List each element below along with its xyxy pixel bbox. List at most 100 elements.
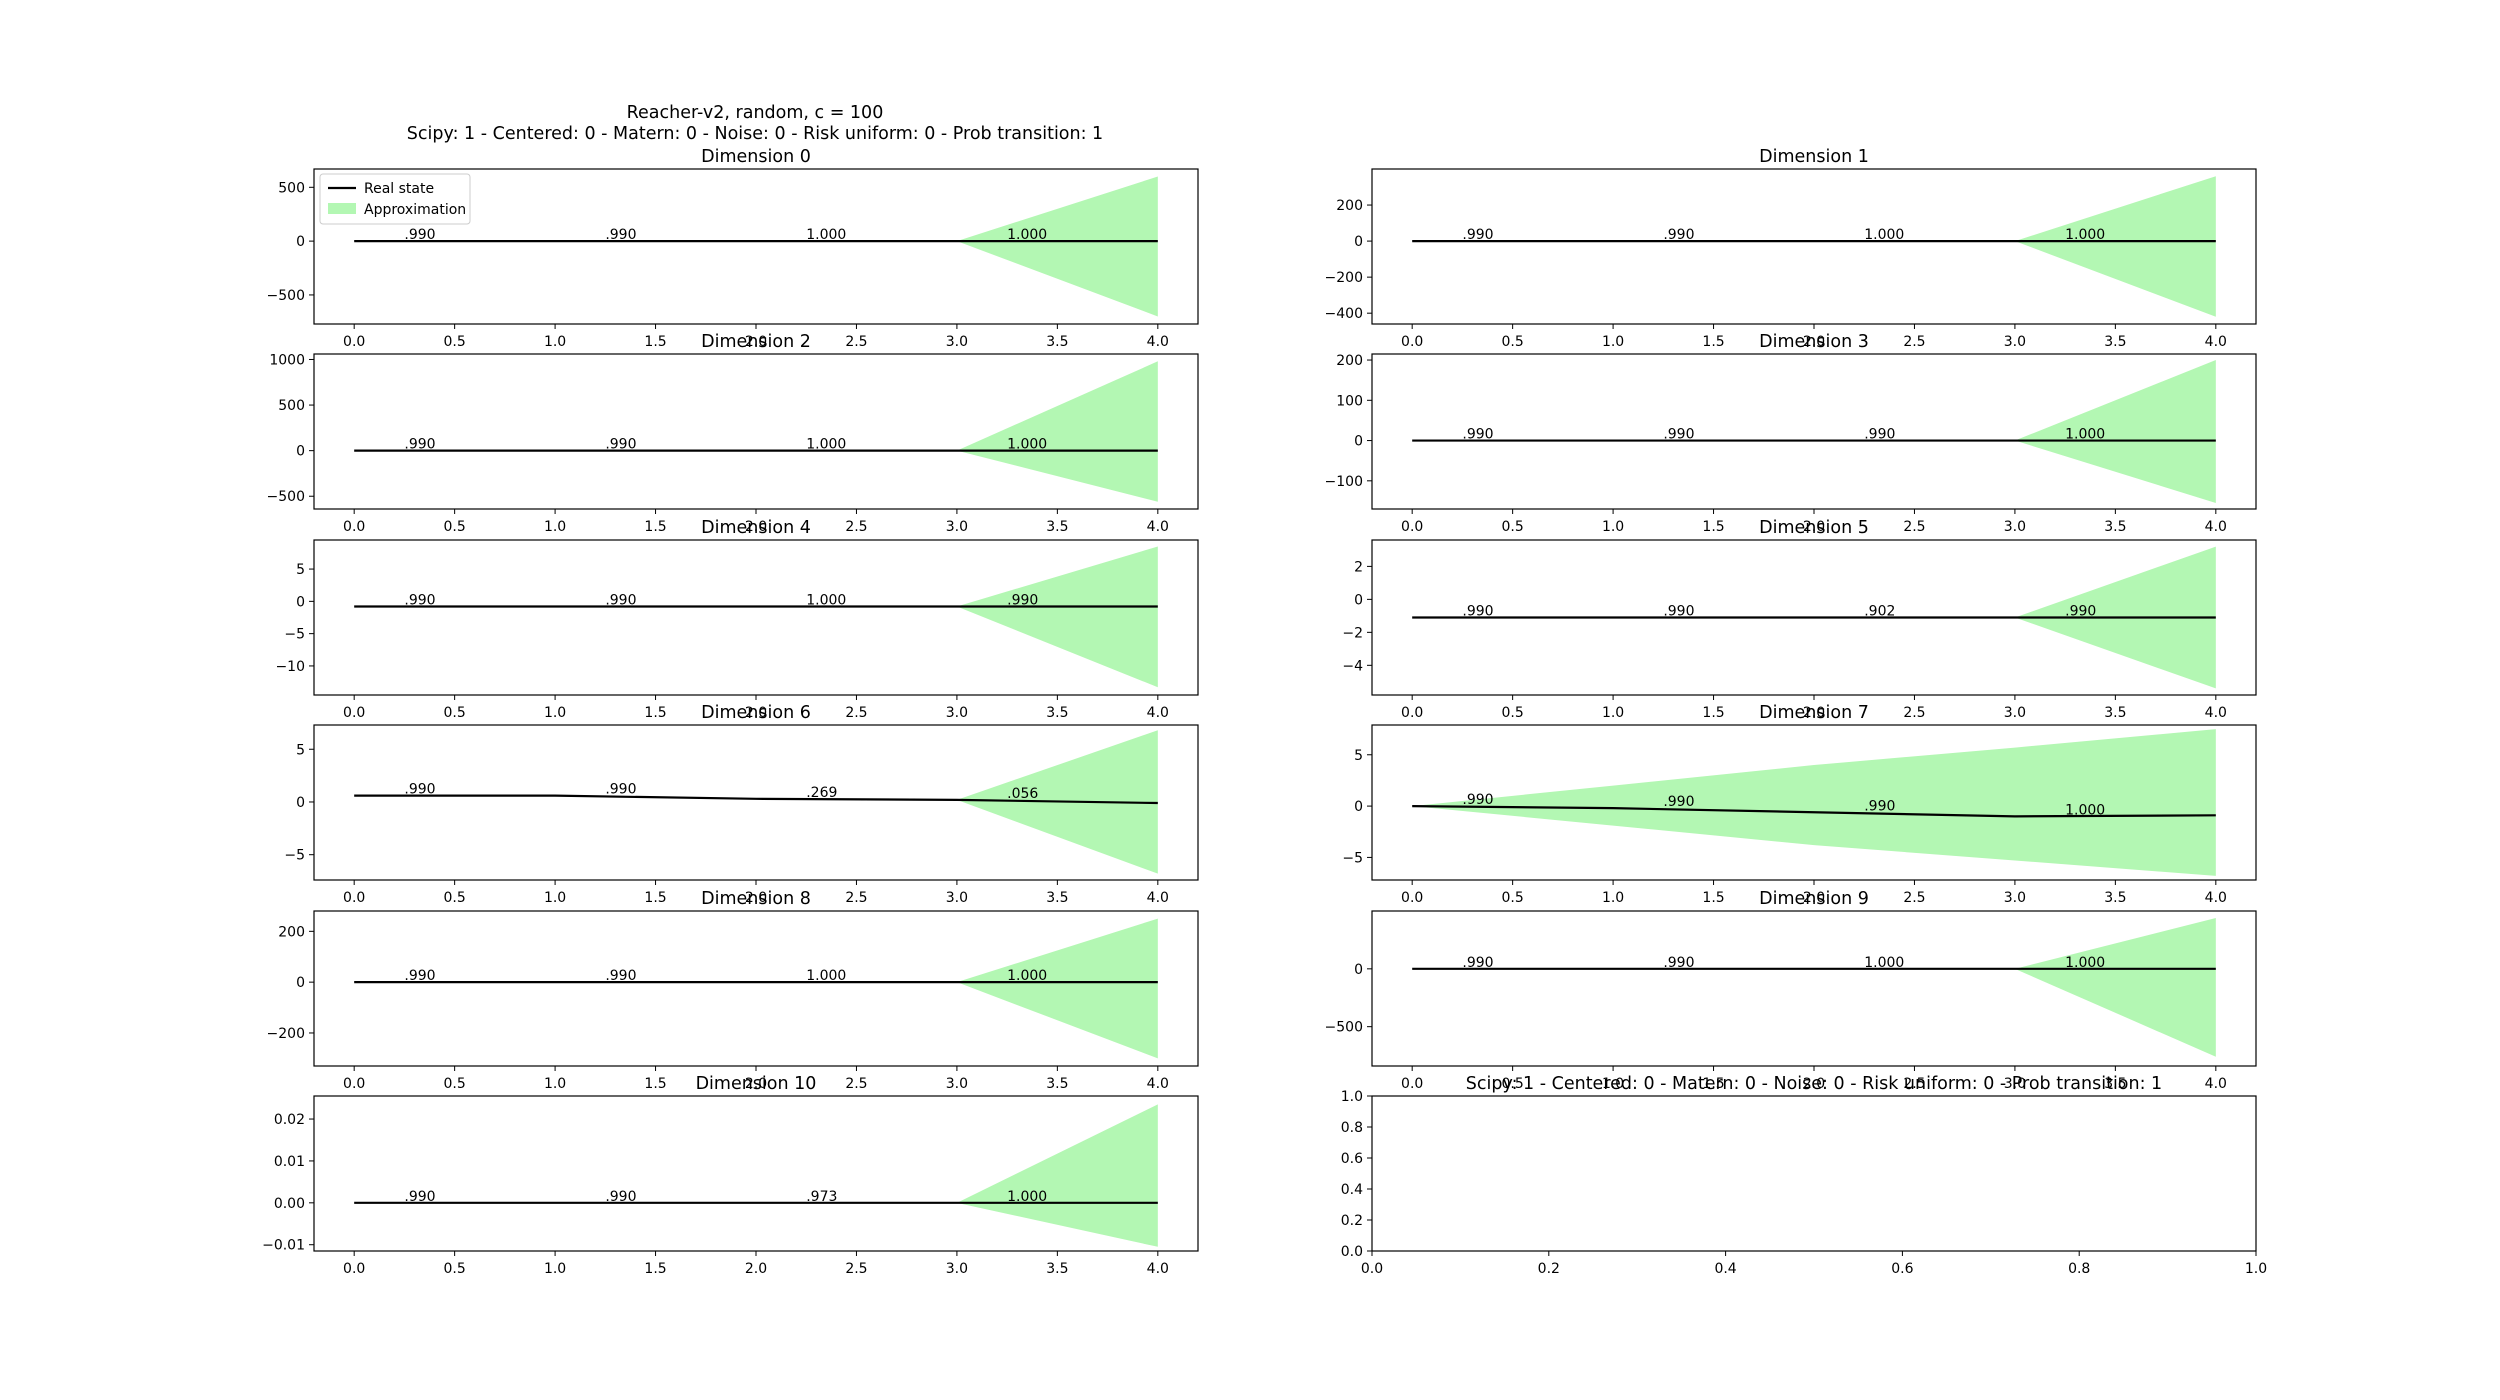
x-tick-label: 0.5 [444,334,466,350]
suptitle-line1: Reacher-v2, random, c = 100 [627,103,884,123]
y-tick-label: −0.01 [262,1238,305,1254]
subplot-title: Dimension 2 [701,332,811,352]
x-tick-label: 3.5 [1046,705,1068,721]
subplot-11: Scipy: 1 - Centered: 0 - Matern: 0 - Noi… [1341,1074,2267,1277]
x-tick-label: 4.0 [1147,1261,1169,1277]
value-annotation: .990 [1462,792,1493,808]
x-tick-label: 3.5 [1046,1261,1068,1277]
value-annotation: .990 [404,1189,435,1205]
x-tick-label: 0.5 [1502,519,1524,535]
x-tick-label: 4.0 [2205,334,2227,350]
x-tick-label: 0.0 [1401,519,1423,535]
approximation-band [1412,176,2216,317]
y-tick-label: 0 [1354,434,1363,450]
x-tick-label: 4.0 [1147,705,1169,721]
value-annotation: .990 [404,227,435,243]
x-tick-label: 2.0 [1803,519,1825,535]
x-tick-label: 4.0 [2205,1076,2227,1092]
approximation-band [354,1104,1158,1247]
x-tick-label: 2.0 [745,334,767,350]
x-tick-label: 3.5 [1046,334,1068,350]
subplot-title: Dimension 8 [701,889,811,909]
value-annotation: .990 [605,1189,636,1205]
value-annotation: 1.000 [1007,1189,1047,1205]
value-annotation: .902 [1864,604,1895,620]
subplot-title: Dimension 1 [1759,147,1869,167]
y-tick-label: 200 [1336,353,1363,369]
y-tick-label: 0.6 [1341,1151,1363,1167]
subplot-title: Dimension 5 [1759,518,1869,538]
x-tick-label: 3.0 [946,334,968,350]
value-annotation: .990 [605,437,636,453]
x-tick-label: 0.0 [343,705,365,721]
value-annotation: .990 [404,437,435,453]
x-tick-label: 0.0 [343,519,365,535]
value-annotation: 1.000 [806,227,846,243]
x-tick-label: 3.0 [946,1261,968,1277]
subplot-4: Dimension 4 .990 .990 1.000 .990 0.0 0.5 1.0 1.5… [275,518,1199,721]
subplot-10: Dimension 10 .990 .990 .973 1.000 0.0 0.5 1.0 1.… [262,1074,1199,1277]
x-tick-label: 1.5 [644,1261,666,1277]
x-tick-label: 0.0 [1401,1076,1423,1092]
x-tick-label: 2.5 [845,519,867,535]
value-annotation: .990 [2065,604,2096,620]
y-tick-label: 0 [296,975,305,991]
value-annotation: 1.000 [806,593,846,609]
x-tick-label: 2.5 [1903,519,1925,535]
x-tick-label: 3.0 [2004,334,2026,350]
x-tick-label: 1.0 [544,705,566,721]
y-tick-label: −2 [1342,625,1363,641]
x-tick-label: 1.5 [1702,334,1724,350]
x-tick-label: 0.8 [2068,1261,2090,1277]
x-tick-label: 3.5 [2104,705,2126,721]
y-tick-label: 0.4 [1341,1182,1363,1198]
value-annotation: .990 [1864,798,1895,814]
y-tick-label: 200 [278,924,305,940]
x-tick-label: 1.0 [544,334,566,350]
x-tick-label: 0.5 [444,705,466,721]
y-tick-label: −500 [267,288,305,304]
x-tick-label: 1.0 [1602,890,1624,906]
subplot-title: Dimension 9 [1759,889,1869,909]
x-tick-label: 1.5 [1702,1076,1724,1092]
x-tick-label: 2.5 [1903,1076,1925,1092]
approximation-band [354,176,1158,317]
x-tick-label: 2.0 [745,705,767,721]
x-tick-label: 1.5 [644,890,666,906]
x-tick-label: 3.0 [2004,705,2026,721]
x-tick-label: 0.2 [1538,1261,1560,1277]
value-annotation: .990 [1663,794,1694,810]
real-state-line [354,794,1158,805]
x-tick-label: 2.5 [845,334,867,350]
y-tick-label: −5 [1342,850,1363,866]
subplot-1: Dimension 1 .990 .990 1.000 1.000 0.0 0.5 1.0 1.… [1325,147,2257,350]
y-tick-label: −200 [1325,270,1363,286]
subplot-title: Dimension 4 [701,518,811,538]
x-tick-label: 3.0 [946,1076,968,1092]
x-tick-label: 3.5 [2104,334,2126,350]
y-tick-label: 0.02 [274,1112,305,1128]
approximation-band [354,918,1158,1059]
value-annotation: .990 [1864,427,1895,443]
y-tick-label: 0 [1354,962,1363,978]
value-annotation: .990 [1462,227,1493,243]
x-tick-label: 0.0 [343,1076,365,1092]
x-tick-label: 0.5 [444,1076,466,1092]
x-tick-label: 0.6 [1891,1261,1913,1277]
x-tick-label: 3.5 [2104,890,2126,906]
y-tick-label: 0.00 [274,1196,305,1212]
legend: Real state Approximation [319,173,471,225]
y-tick-label: 0.0 [1341,1244,1363,1260]
y-tick-label: 0.01 [274,1154,305,1170]
approximation-band [354,730,1158,874]
y-tick-label: 100 [1336,393,1363,409]
x-tick-label: 1.0 [1602,519,1624,535]
x-tick-label: 4.0 [2205,519,2227,535]
x-tick-label: 1.0 [544,1076,566,1092]
approximation-band [1412,360,2216,503]
y-tick-label: −5 [284,848,305,864]
y-tick-label: 0 [1354,799,1363,815]
y-tick-label: 0 [296,594,305,610]
x-tick-label: 0.0 [1361,1261,1383,1277]
